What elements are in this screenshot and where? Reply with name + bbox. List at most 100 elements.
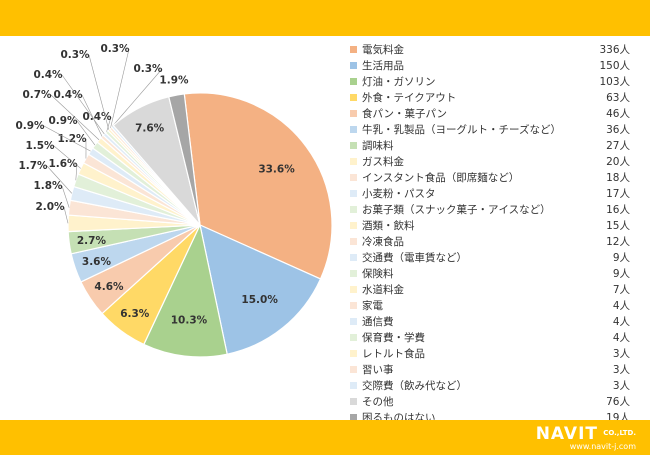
legend-item: 酒類・飲料 15人 — [350, 218, 640, 234]
legend-count: 16人 — [606, 204, 630, 216]
legend-label: 小麦粉・パスタ — [362, 188, 436, 200]
legend-item: 外食・テイクアウト 63人 — [350, 90, 640, 106]
legend-item: インスタント食品（即席麺など） 18人 — [350, 170, 640, 186]
legend-count: 336人 — [599, 44, 630, 56]
legend-label: その他 — [362, 396, 394, 408]
logo-suffix: CO.,LTD. — [603, 429, 636, 437]
slice-percent-label: 1.9% — [159, 74, 189, 86]
legend-label: 冷凍食品 — [362, 236, 404, 248]
legend-count: 4人 — [612, 316, 630, 328]
slice-percent-label: 0.4% — [53, 89, 83, 101]
navit-logo: NAVIT CO.,LTD. www.navit-j.com — [516, 424, 636, 452]
legend-swatch — [350, 286, 357, 293]
legend-swatch — [350, 398, 357, 405]
leader-line — [112, 68, 163, 127]
legend-item: 交際費（飲み代など） 3人 — [350, 378, 640, 394]
legend-count: 3人 — [612, 348, 630, 360]
slice-percent-label: 0.4% — [33, 69, 63, 81]
legend-count: 15人 — [606, 220, 630, 232]
legend-item: 家電 4人 — [350, 298, 640, 314]
legend-count: 17人 — [606, 188, 630, 200]
legend-item: 灯油・ガソリン 103人 — [350, 74, 640, 90]
legend-item: 小麦粉・パスタ 17人 — [350, 186, 640, 202]
legend-count: 12人 — [606, 236, 630, 248]
legend-count: 7人 — [612, 284, 630, 296]
legend-swatch — [350, 206, 357, 213]
legend-swatch — [350, 334, 357, 341]
pie-slice — [142, 223, 228, 358]
legend-label: 食パン・菓子パン — [362, 108, 448, 120]
slice-percent-label: 0.3% — [100, 43, 130, 55]
slice-percent-label: 0.4% — [82, 111, 112, 123]
slice-percent-label: 15.0% — [241, 294, 278, 306]
bottom-banner — [0, 420, 650, 455]
legend-item: 交通費（電車賃など） 9人 — [350, 250, 640, 266]
legend-item: 習い事 3人 — [350, 362, 640, 378]
slice-percent-label: 0.3% — [60, 49, 90, 61]
legend-count: 76人 — [606, 396, 630, 408]
pie-slice — [199, 223, 322, 355]
legend-label: 家電 — [362, 300, 383, 312]
legend-label: 外食・テイクアウト — [362, 92, 457, 104]
slice-percent-label: 4.6% — [94, 281, 124, 293]
legend-label: 電気料金 — [362, 44, 404, 56]
legend-count: 18人 — [606, 172, 630, 184]
legend-count: 3人 — [612, 380, 630, 392]
legend-item: 水道料金 7人 — [350, 282, 640, 298]
leader-line — [53, 145, 81, 169]
leader-line — [106, 116, 112, 132]
legend-label: ガス料金 — [362, 156, 404, 168]
legend-swatch — [350, 94, 357, 101]
legend-swatch — [350, 414, 357, 421]
legend-swatch — [350, 158, 357, 165]
legend-swatch — [350, 302, 357, 309]
leader-line — [43, 125, 91, 152]
legend-count: 150人 — [599, 60, 630, 72]
legend-item: その他 76人 — [350, 394, 640, 410]
legend-item: 食パン・菓子パン 46人 — [350, 106, 640, 122]
legend-swatch — [350, 254, 357, 261]
legend-item: 生活用品 150人 — [350, 58, 640, 74]
legend-count: 103人 — [599, 76, 630, 88]
legend-label: 牛乳・乳製品（ヨーグルト・チーズなど） — [362, 124, 561, 136]
legend-count: 9人 — [612, 268, 630, 280]
legend-swatch — [350, 350, 357, 357]
legend-count: 3人 — [612, 364, 630, 376]
legend-swatch — [350, 174, 357, 181]
legend-count: 9人 — [612, 252, 630, 264]
slice-percent-label: 1.8% — [33, 180, 63, 192]
leader-line — [75, 163, 78, 181]
slice-percent-label: 7.6% — [135, 123, 165, 135]
slice-percent-label: 1.6% — [48, 158, 78, 170]
legend-swatch — [350, 270, 357, 277]
legend-label: 生活用品 — [362, 60, 404, 72]
leader-line — [46, 165, 73, 194]
leader-line — [76, 120, 96, 146]
slice-percent-label: 6.3% — [120, 308, 150, 320]
legend-swatch — [350, 318, 357, 325]
slice-percent-label: 0.9% — [48, 115, 78, 127]
legend-count: 4人 — [612, 300, 630, 312]
legend-label: インスタント食品（即席麺など） — [362, 172, 520, 184]
legend-swatch — [350, 222, 357, 229]
pie-slice — [183, 92, 333, 280]
logo-name: NAVIT — [535, 424, 598, 444]
legend-item: お菓子類（スナック菓子・アイスなど） 16人 — [350, 202, 640, 218]
legend-swatch — [350, 46, 357, 53]
legend-label: 水道料金 — [362, 284, 404, 296]
legend-label: 酒類・飲料 — [362, 220, 415, 232]
leader-line — [61, 185, 70, 208]
slice-percent-label: 0.7% — [22, 89, 52, 101]
legend-count: 46人 — [606, 108, 630, 120]
chart-legend: 電気料金 336人 生活用品 150人 灯油・ガソリン 103人 外食・テイクアウト 63人食… — [350, 42, 640, 426]
legend-swatch — [350, 382, 357, 389]
legend-count: 27人 — [606, 140, 630, 152]
legend-label: お菓子類（スナック菓子・アイスなど） — [362, 204, 551, 216]
slice-percent-label: 10.3% — [171, 314, 208, 326]
top-banner — [0, 0, 650, 36]
leader-line — [110, 48, 130, 128]
slice-percent-label: 0.3% — [133, 63, 163, 75]
leader-line — [63, 206, 69, 224]
legend-label: 交際費（飲み代など） — [362, 380, 467, 392]
pie-chart: 33.6% 15.0% 10.3% 6.3% 4.6% 3.6% 2.7% 2.0% 1.8% 1… — [15, 43, 333, 358]
